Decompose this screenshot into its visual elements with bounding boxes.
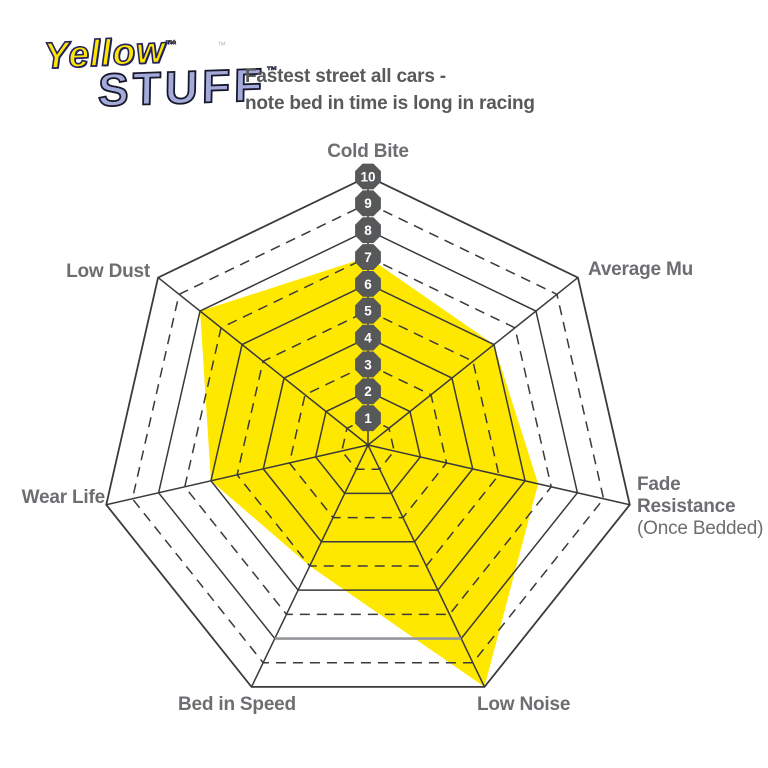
caption-line-2: note bed in time is long in racing [245,93,535,114]
scale-badge-3 [355,351,381,378]
scale-badge-label-4: 4 [364,330,372,345]
grid-ring-4 [262,336,474,543]
caption-line-1: Fastest street all cars - [245,66,446,87]
scale-badge-label-1: 1 [364,411,372,426]
axis-label-cold-bite: Cold Bite [327,141,409,162]
grid-ring-10 [105,175,631,688]
axis-spoke-3 [367,444,486,688]
scale-badge-2 [355,378,381,405]
axis-spoke-5 [106,444,369,506]
scale-badge-label-3: 3 [364,357,372,372]
scale-badge-label-2: 2 [364,384,372,399]
scale-badge-6 [355,271,381,297]
axis-spoke-1 [367,277,579,446]
scale-badge-label-8: 8 [364,223,372,238]
scale-badge-5 [355,297,381,324]
axis-label-fade-resistance: Fade Resistance (Once Bedded) [637,474,763,540]
scale-badge-label-10: 10 [360,169,375,184]
axis-spoke-2 [367,444,630,506]
grid-ring-6 [210,283,526,591]
grid-ring-9 [131,202,605,664]
axis-label-low-dust: Low Dust [66,261,150,282]
scale-badge-label-6: 6 [364,277,372,292]
fade-label-line3: (Once Bedded) [637,518,764,539]
scale-badge-8 [355,217,381,244]
scale-badge-label-7: 7 [364,250,372,265]
fade-label-line1: Fade [637,474,681,495]
series-polygon-yellowstuff [200,257,539,687]
grid-ring-2 [314,390,422,495]
scale-badge-7 [355,244,381,270]
axis-spoke-4 [250,444,369,688]
scale-badge-label-9: 9 [364,196,372,211]
scale-badge-10 [355,163,381,190]
grid-ring-3 [288,363,448,519]
fade-label-line2: Resistance [637,496,736,517]
scale-badge-4 [355,324,381,351]
scale-badge-label-5: 5 [364,304,372,319]
yellowstuff-logo: Yellow™ STUFF™ ™ [36,26,278,126]
axis-label-bed-in-speed: Bed in Speed [178,694,296,715]
grid-ring-7 [183,256,553,616]
chart-caption: Fastest street all cars - note bed in ti… [245,63,535,117]
axis-label-low-noise: Low Noise [477,694,571,715]
axis-label-wear-life: Wear Life [21,487,106,508]
axis-label-average-mu: Average Mu [588,259,693,280]
scale-badge-1 [355,405,381,432]
axis-spoke-6 [157,277,369,446]
scale-badge-9 [355,190,381,217]
registered-symbol: ™ [217,40,226,50]
